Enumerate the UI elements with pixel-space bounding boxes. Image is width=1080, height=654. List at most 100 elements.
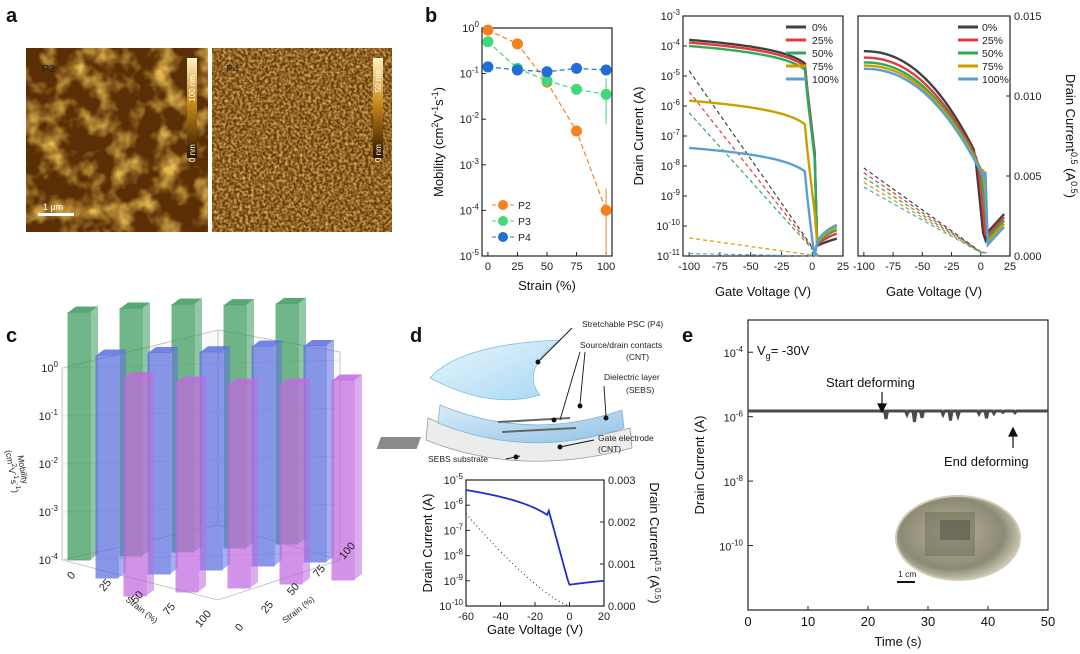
y-tick-label-exp: -5 <box>673 68 681 77</box>
x-axis-label: Strain (%) <box>518 278 576 293</box>
x-tick-label: -25 <box>944 261 960 273</box>
x-tick-label: 75 <box>161 601 178 618</box>
y-tick-label: 0.010 <box>1014 91 1042 103</box>
x-tick-label: 0 <box>65 570 78 582</box>
y-tick-label-exp: -9 <box>673 188 681 197</box>
z-tick-label-exp: -4 <box>51 552 59 561</box>
y2-tick-label: 0.003 <box>608 475 636 487</box>
gate-leakage-0% <box>688 70 819 257</box>
y2-tick-label: 0.001 <box>608 559 636 571</box>
depth-tick-label: 0 <box>233 622 246 634</box>
y2-tick-label: 0.000 <box>608 601 636 613</box>
bar-side-p2 <box>250 378 258 588</box>
z-tick-label-exp: -2 <box>51 456 59 465</box>
y-tick-label: 10-6 <box>444 497 464 512</box>
data-point-p2 <box>511 38 523 50</box>
bar-top-p4 <box>148 346 178 353</box>
z-tick-label: 10-1 <box>39 408 59 423</box>
y-axis-label: Drain Current (A) <box>420 494 435 593</box>
y-tick-label-base: 10 <box>439 601 451 613</box>
gate-leakage-100% <box>689 253 819 257</box>
afm-color-scale <box>373 58 383 158</box>
x-tick-label: 75 <box>570 261 582 273</box>
y-tick-label-base: 10 <box>460 69 472 81</box>
bar-top-p3 <box>68 306 98 313</box>
x-tick-label: 50 <box>1041 614 1055 629</box>
y-tick-label-base: 10 <box>724 348 736 360</box>
bar-top-p4 <box>252 340 282 347</box>
bar-top-p4 <box>200 346 230 353</box>
source-contact <box>497 417 571 423</box>
y-tick-label: 100 <box>462 20 479 35</box>
series-line-75% <box>689 99 838 246</box>
y-tick-label-base: 10 <box>460 114 472 126</box>
x-tick-label: 100 <box>193 608 214 630</box>
y-tick-label: 10-3 <box>460 157 480 172</box>
y-tick-label: 10-5 <box>460 248 480 263</box>
y-tick-label: 10-8 <box>724 474 744 489</box>
y-tick-label-exp: -6 <box>736 410 744 419</box>
bar-p2 <box>227 384 251 589</box>
y-tick-label: 10-5 <box>444 472 464 487</box>
x-tick-label: 0 <box>485 261 491 273</box>
x-axis-label: Gate Voltage (V) <box>487 622 583 637</box>
data-point-p2 <box>571 125 583 137</box>
annotation-end-deforming: End deforming <box>944 454 1029 469</box>
y-tick-label: 10-4 <box>460 202 480 217</box>
z-tick-label-exp: -3 <box>51 504 59 513</box>
x-axis-label: Gate Voltage (V) <box>886 284 982 299</box>
label-contacts-1: Source/drain contacts <box>580 340 662 350</box>
data-point-p3 <box>482 36 494 48</box>
panel-a: a P2 100 nm 0 nm 1 μm P4 50 nm 0 nm <box>6 5 392 232</box>
afm-scale-bottom: 0 nm <box>188 144 197 162</box>
z-tick-label-base: 10 <box>41 363 53 375</box>
bar-top-p2 <box>176 376 206 383</box>
y-tick-label-exp: -8 <box>456 548 464 557</box>
bar-p3 <box>67 311 91 561</box>
data-point-p4 <box>511 64 523 76</box>
series-line-p2 <box>487 29 607 211</box>
y-tick-label-exp: -9 <box>456 573 464 582</box>
z-tick-label-base: 10 <box>39 411 51 423</box>
y-tick-label-exp: -4 <box>736 345 744 354</box>
depth-axis-label: Strain (%) <box>280 594 316 625</box>
series-line-100% <box>689 146 838 257</box>
panel-letter-e: e <box>682 325 693 347</box>
bar-top-p4 <box>96 349 126 356</box>
gate-leakage-75% <box>689 237 819 257</box>
y-tick-label: 10-7 <box>661 128 681 143</box>
y-tick-label-base: 10 <box>444 576 456 588</box>
y-tick-label-base: 10 <box>460 251 472 263</box>
bar-p4 <box>95 355 119 579</box>
legend-label: P4 <box>518 232 531 244</box>
legend-label: 50% <box>812 48 833 60</box>
label-psc: Stretchable PSC (P4) <box>582 319 663 329</box>
y-tick-label-exp: -7 <box>673 128 681 137</box>
afm-image-p4: P4 50 nm 0 nm <box>212 48 392 232</box>
y-axis-label: Mobility (cm2V-1s-1) <box>430 87 446 197</box>
x-tick-label: 0 <box>809 261 815 273</box>
chart-transfer-log: -100 -75 -50 -25 0 2510-310-410-510-610-710-8… <box>631 8 849 299</box>
y-tick-label: 10-4 <box>661 38 681 53</box>
afm-label-p2: P2 <box>42 63 55 75</box>
z-tick-label-base: 10 <box>39 555 51 567</box>
y-tick-label-base: 10 <box>444 551 456 563</box>
gate-leakage-100% <box>863 186 987 254</box>
bar-top-p3 <box>276 297 306 304</box>
stretchable-psc-film <box>429 339 562 401</box>
y-tick-label-base: 10 <box>661 11 673 23</box>
y-tick-label-exp: -1 <box>472 66 480 75</box>
bar-top-p2 <box>280 378 310 385</box>
y-tick-label: 10-1 <box>460 66 480 81</box>
gate-leakage-25% <box>688 91 819 257</box>
panel-letter-c: c <box>6 325 17 347</box>
legend-label: 100% <box>982 74 1009 86</box>
legend-label: 75% <box>982 61 1003 73</box>
series-line-drain-current <box>748 409 1048 423</box>
bar-p2 <box>279 383 303 585</box>
label-gate-2: (CNT) <box>598 444 621 454</box>
bar-top-p3 <box>172 298 202 305</box>
label-contacts-2: (CNT) <box>626 352 649 362</box>
